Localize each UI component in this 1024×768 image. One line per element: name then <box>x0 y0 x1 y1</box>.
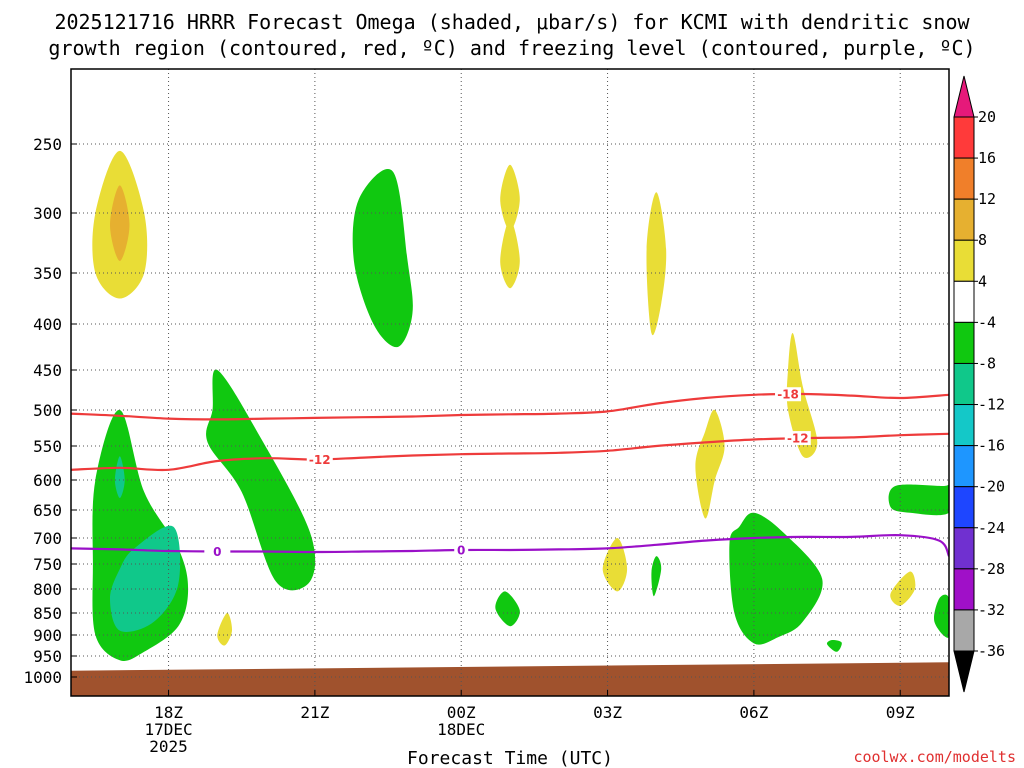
colorbar-label: 12 <box>978 190 996 208</box>
contour-label-bg <box>454 542 469 557</box>
y-tick-label: 300 <box>33 204 62 223</box>
colorbar-label: 8 <box>978 231 987 249</box>
colorbar-swatch <box>953 362 975 406</box>
contour-label-dendritic-minus-18: -18 <box>777 388 799 402</box>
chart-title-line-1: 2025121716 HRRR Forecast Omega (shaded, … <box>54 10 970 34</box>
chart-title-line-2: growth region (contoured, red, ºC) and f… <box>48 36 975 60</box>
x-tick-label: 06Z <box>739 703 768 722</box>
credit-text: coolwx.com/modelts <box>853 748 1016 766</box>
x-tick-label: 21Z <box>300 703 329 722</box>
colorbar-swatch <box>953 404 975 447</box>
terrain-fill <box>71 662 949 696</box>
colorbar-swatch <box>953 321 975 364</box>
omega-region-descent-yellow-f <box>695 409 725 519</box>
colorbar-label: -32 <box>978 601 1005 619</box>
contour-label-minus-12-07z: -12 <box>787 432 809 446</box>
colorbar-top-arrow <box>953 75 975 118</box>
colorbar-label: -12 <box>978 396 1005 414</box>
colorbar-swatch <box>953 116 975 159</box>
omega-region-descent-yellow-b <box>500 164 520 231</box>
colorbar-swatch <box>953 198 975 241</box>
omega-region-descent-yellow-i <box>217 612 233 646</box>
colorbar-label: 20 <box>978 108 996 126</box>
contour-label-freezing-level-00z: 0 <box>457 543 465 557</box>
y-tick-label: 850 <box>33 604 62 623</box>
colorbar-swatch <box>953 609 975 652</box>
colorbar-swatch <box>953 157 975 200</box>
omega-region-ascent-teal-a2 <box>114 456 125 498</box>
omega-region-ascent-green-h <box>651 556 662 597</box>
contour-dendritic-minus-18 <box>71 392 949 421</box>
y-tick-label: 800 <box>33 580 62 599</box>
omega-region-ascent-green-b <box>206 369 316 591</box>
colorbar-swatch <box>953 445 975 488</box>
contour-dendritic-minus-12 <box>71 432 949 472</box>
contour-label-dendritic-minus-12: -12 <box>309 453 331 467</box>
contour-freezing-level-0 <box>71 533 949 557</box>
colorbar-bottom-arrow <box>953 650 975 693</box>
y-tick-label: 650 <box>33 501 62 520</box>
colorbar-label: 4 <box>978 272 987 290</box>
contour-label-freezing-level-0: 0 <box>213 545 221 559</box>
x-axis-title: Forecast Time (UTC) <box>407 748 613 768</box>
omega-region-descent-yellow-c <box>500 219 520 289</box>
omega-region-descent-yellow-e <box>786 333 818 458</box>
y-tick-label: 750 <box>33 555 62 574</box>
colorbar-label: -24 <box>978 519 1005 537</box>
colorbar-label: -4 <box>978 313 996 331</box>
y-tick-label: 1000 <box>23 668 62 687</box>
x-tick-label: 2025 <box>149 737 188 756</box>
colorbar-label: -16 <box>978 437 1005 455</box>
omega-region-descent-yellow-g <box>602 538 628 592</box>
contour-label-bg <box>784 431 811 446</box>
plot-frame <box>70 68 950 697</box>
x-tick-label: 18DEC <box>437 720 485 739</box>
contour-label-bg <box>775 387 802 402</box>
contour-label-bg <box>204 544 231 559</box>
y-tick-label: 250 <box>33 135 62 154</box>
omega-region-ascent-green-g <box>495 591 520 627</box>
omega-region-ascent-green-c <box>352 169 413 348</box>
omega-region-ascent-green-d <box>729 512 823 645</box>
omega-region-descent-yellow-d <box>646 192 667 336</box>
omega-region-ascent-green-e <box>888 481 949 516</box>
y-tick-label: 350 <box>33 264 62 283</box>
x-tick-label: 18Z <box>154 703 183 722</box>
colorbar-label: -8 <box>978 354 996 372</box>
x-tick-label: 17DEC <box>144 720 192 739</box>
x-tick-label: 00Z <box>447 703 476 722</box>
colorbar-swatch <box>953 280 975 323</box>
x-tick-label: 03Z <box>593 703 622 722</box>
y-tick-label: 950 <box>33 647 62 666</box>
colorbar-swatch <box>953 486 975 529</box>
colorbar-swatch <box>953 239 975 282</box>
y-tick-label: 450 <box>33 361 62 380</box>
colorbar: 20 16 12 8 4 -4 -8 -12 -16 -20 -24 -28 -32 -36 <box>953 75 1005 693</box>
colorbar-swatch <box>953 527 975 570</box>
y-tick-label: 700 <box>33 529 62 548</box>
plot-area: -18 -12 0 0 -12 <box>70 68 950 697</box>
x-tick-label: 09Z <box>886 703 915 722</box>
y-tick-label: 550 <box>33 437 62 456</box>
omega-region-descent-yellow-h <box>890 571 916 606</box>
contour-label-bg <box>306 452 333 467</box>
colorbar-label: -20 <box>978 478 1005 496</box>
omega-region-ascent-teal-a <box>110 525 181 632</box>
omega-region-descent-orange-a <box>110 185 130 261</box>
colorbar-swatch <box>953 568 975 611</box>
colorbar-label: 16 <box>978 149 996 167</box>
y-tick-label: 600 <box>33 471 62 490</box>
colorbar-label: -36 <box>978 642 1005 660</box>
y-tick-label: 400 <box>33 315 62 334</box>
y-tick-label: 900 <box>33 626 62 645</box>
omega-region-ascent-green-f <box>934 594 949 638</box>
omega-region-ascent-green-i <box>826 639 842 652</box>
y-tick-label: 500 <box>33 401 62 420</box>
colorbar-label: -28 <box>978 560 1005 578</box>
y-axis: 250 300 350 400 450 500 550 600 650 700 750 800 850 9… <box>23 135 77 687</box>
